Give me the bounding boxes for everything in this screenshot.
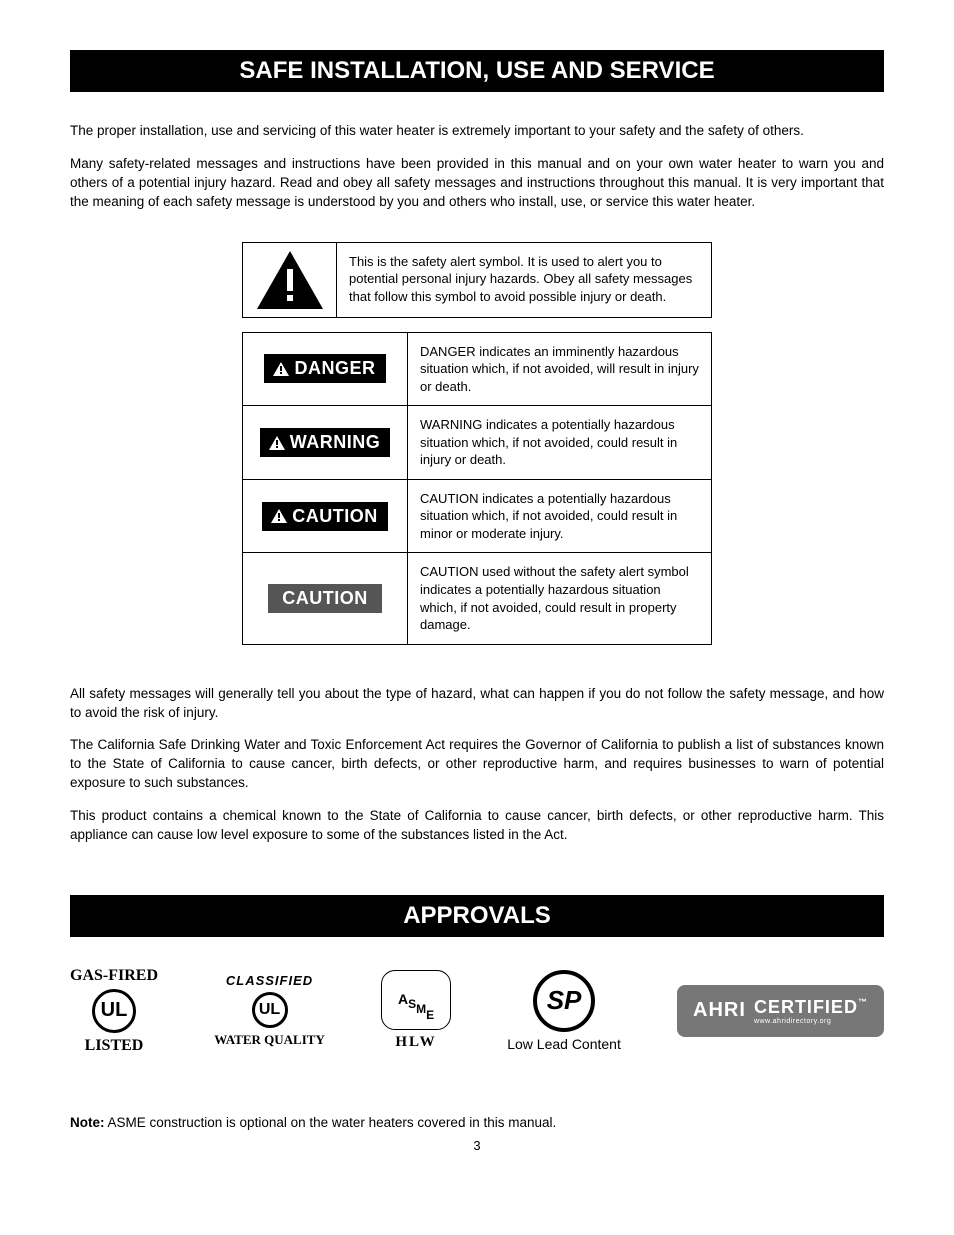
- approval-ahri-certified: AHRI CERTIFIED™ www.ahridirectory.org: [677, 985, 884, 1037]
- signal-label-cell: CAUTION: [243, 480, 408, 553]
- page-number: 3: [70, 1138, 884, 1153]
- after-signals-paragraph-1: All safety messages will generally tell …: [70, 685, 884, 723]
- signal-desc-caution: CAUTION indicates a potentially hazardou…: [408, 480, 711, 553]
- signal-label-text: CAUTION: [282, 588, 368, 609]
- ahri-certified-text: CERTIFIED™ www.ahridirectory.org: [754, 997, 868, 1025]
- approval-top-text: GAS-FIRED: [70, 967, 158, 985]
- approval-sp-low-lead: SP Low Lead Content: [507, 970, 621, 1052]
- safety-alert-description: This is the safety alert symbol. It is u…: [337, 243, 711, 317]
- section-header-approvals: APPROVALS: [70, 895, 884, 937]
- signal-row-caution-no-symbol: CAUTION CAUTION used without the safety …: [243, 553, 711, 643]
- signal-row-warning: WARNING WARNING indicates a potentially …: [243, 406, 711, 480]
- asme-letters: ASME: [398, 992, 434, 1010]
- safety-alert-symbol-box: This is the safety alert symbol. It is u…: [242, 242, 712, 318]
- signal-label-cell: WARNING: [243, 406, 408, 479]
- sp-mark-text: SP: [547, 985, 582, 1016]
- alert-triangle-icon: [272, 361, 290, 377]
- after-signals-paragraph-2: The California Safe Drinking Water and T…: [70, 736, 884, 793]
- ahri-tm: ™: [858, 997, 868, 1007]
- signal-label-text: WARNING: [290, 432, 381, 453]
- signal-desc-caution-no-symbol: CAUTION used without the safety alert sy…: [408, 553, 711, 643]
- signal-row-danger: DANGER DANGER indicates an imminently ha…: [243, 333, 711, 407]
- signal-label-cell: DANGER: [243, 333, 408, 406]
- approval-top-text: CLASSIFIED: [226, 973, 313, 988]
- ul-mark-text: UL: [101, 999, 128, 1022]
- ul-mark-icon: UL: [252, 992, 288, 1028]
- approval-bottom-text: LISTED: [85, 1037, 144, 1055]
- approval-asme-hlw: ASME HLW: [381, 970, 451, 1051]
- signal-label-text: DANGER: [294, 358, 375, 379]
- approval-classified-ul-water-quality: CLASSIFIED UL WATER QUALITY: [214, 973, 325, 1048]
- approval-bottom-text: HLW: [395, 1034, 436, 1051]
- sp-mark-icon: SP: [533, 970, 595, 1032]
- signal-word-table: DANGER DANGER indicates an imminently ha…: [242, 332, 712, 645]
- signal-label-cell: CAUTION: [243, 553, 408, 643]
- asme-note: Note: ASME construction is optional on t…: [70, 1115, 884, 1130]
- intro-paragraph-1: The proper installation, use and servici…: [70, 122, 884, 141]
- safety-alert-triangle-icon: [255, 249, 325, 311]
- alert-triangle-icon: [268, 435, 286, 451]
- alert-triangle-icon: [270, 508, 288, 524]
- signal-desc-danger: DANGER indicates an imminently hazardous…: [408, 333, 711, 406]
- safety-alert-icon-cell: [243, 243, 337, 317]
- intro-paragraph-2: Many safety-related messages and instruc…: [70, 155, 884, 212]
- ul-mark-text: UL: [259, 1001, 280, 1019]
- approval-bottom-text: Low Lead Content: [507, 1036, 621, 1052]
- ahri-url: www.ahridirectory.org: [754, 1018, 868, 1025]
- asme-mark-icon: ASME: [381, 970, 451, 1030]
- signal-row-caution: CAUTION CAUTION indicates a potentially …: [243, 480, 711, 554]
- signal-label-caution-no-symbol: CAUTION: [268, 584, 382, 613]
- signal-label-warning: WARNING: [260, 428, 391, 457]
- approval-bottom-text: WATER QUALITY: [214, 1032, 325, 1048]
- section-header-safe-installation: SAFE INSTALLATION, USE AND SERVICE: [70, 50, 884, 92]
- signal-desc-warning: WARNING indicates a potentially hazardou…: [408, 406, 711, 479]
- approval-gas-fired-ul-listed: GAS-FIRED UL LISTED: [70, 967, 158, 1055]
- note-label: Note:: [70, 1115, 105, 1130]
- ahri-cert-word: CERTIFIED: [754, 997, 858, 1017]
- ahri-brand-text: AHRI: [693, 999, 746, 1022]
- signal-label-text: CAUTION: [292, 506, 378, 527]
- signal-label-danger: DANGER: [264, 354, 385, 383]
- note-text: ASME construction is optional on the wat…: [105, 1115, 557, 1130]
- approvals-row: GAS-FIRED UL LISTED CLASSIFIED UL WATER …: [70, 967, 884, 1055]
- after-signals-paragraph-3: This product contains a chemical known t…: [70, 807, 884, 845]
- ul-mark-icon: UL: [92, 989, 136, 1033]
- signal-label-caution: CAUTION: [262, 502, 388, 531]
